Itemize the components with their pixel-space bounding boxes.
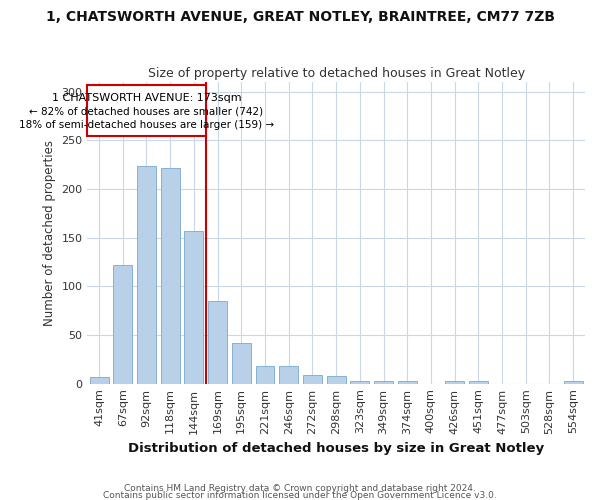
Bar <box>374 381 393 384</box>
Bar <box>208 301 227 384</box>
Text: ← 82% of detached houses are smaller (742): ← 82% of detached houses are smaller (74… <box>29 106 263 117</box>
Bar <box>184 231 203 384</box>
Bar <box>469 381 488 384</box>
Y-axis label: Number of detached properties: Number of detached properties <box>43 140 56 326</box>
Bar <box>563 381 583 384</box>
Title: Size of property relative to detached houses in Great Notley: Size of property relative to detached ho… <box>148 66 524 80</box>
Text: 1, CHATSWORTH AVENUE, GREAT NOTLEY, BRAINTREE, CM77 7ZB: 1, CHATSWORTH AVENUE, GREAT NOTLEY, BRAI… <box>46 10 554 24</box>
Bar <box>89 377 109 384</box>
X-axis label: Distribution of detached houses by size in Great Notley: Distribution of detached houses by size … <box>128 442 544 455</box>
Bar <box>350 381 369 384</box>
Bar <box>279 366 298 384</box>
Text: 1 CHATSWORTH AVENUE: 173sqm: 1 CHATSWORTH AVENUE: 173sqm <box>52 93 241 103</box>
Bar <box>161 168 179 384</box>
FancyBboxPatch shape <box>87 85 206 136</box>
Bar <box>326 376 346 384</box>
Bar <box>445 381 464 384</box>
Bar <box>256 366 274 384</box>
Text: Contains HM Land Registry data © Crown copyright and database right 2024.: Contains HM Land Registry data © Crown c… <box>124 484 476 493</box>
Text: Contains public sector information licensed under the Open Government Licence v3: Contains public sector information licen… <box>103 491 497 500</box>
Bar <box>303 375 322 384</box>
Bar <box>137 166 156 384</box>
Bar <box>398 381 416 384</box>
Text: 18% of semi-detached houses are larger (159) →: 18% of semi-detached houses are larger (… <box>19 120 274 130</box>
Bar <box>113 265 132 384</box>
Bar <box>232 343 251 384</box>
